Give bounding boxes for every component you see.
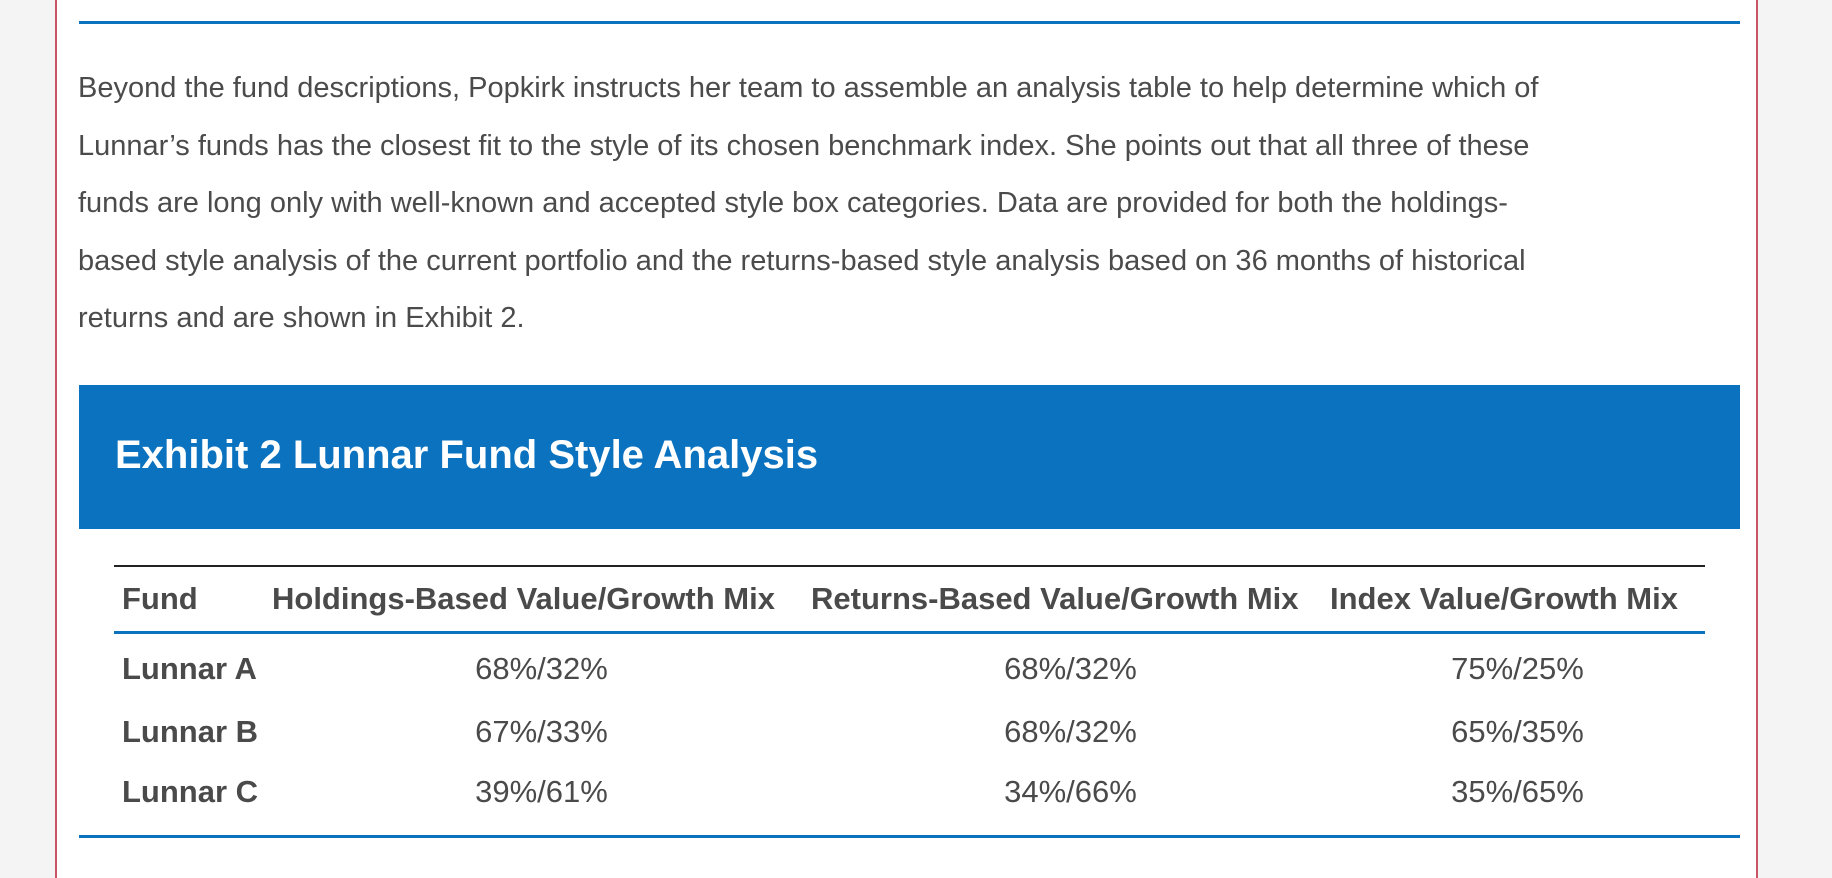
intro-line: based style analysis of the current port… — [78, 244, 1526, 277]
index-mix-cell: 35%/65% — [1451, 774, 1584, 809]
fund-name-cell: Lunnar B — [122, 714, 259, 749]
fund-name-cell: Lunnar A — [122, 651, 257, 686]
intro-line: funds are long only with well-known and … — [78, 187, 1508, 219]
table-row: Lunnar A 68%/32% 68%/32% 75%/25% — [114, 633, 1705, 703]
table-header-row: Fund Holdings-Based Value/Growth Mix Ret… — [114, 566, 1705, 633]
returns-mix-cell: 68%/32% — [1004, 651, 1137, 686]
index-mix-cell: 65%/35% — [1451, 714, 1584, 749]
document-page: Beyond the fund descriptions, Popkirk in… — [55, 0, 1758, 878]
returns-mix-cell: 68%/32% — [1004, 714, 1137, 749]
column-header-fund: Fund — [122, 581, 198, 616]
exhibit-table-container: Fund Holdings-Based Value/Growth Mix Ret… — [114, 565, 1705, 822]
column-header-holdings-based: Holdings-Based Value/Growth Mix — [272, 581, 775, 616]
intro-paragraph: Beyond the fund descriptions, Popkirk in… — [78, 60, 1758, 348]
bottom-divider — [79, 835, 1740, 838]
column-header-index: Index Value/Growth Mix — [1330, 581, 1678, 616]
exhibit-title: Exhibit 2 Lunnar Fund Style Analysis — [115, 433, 819, 477]
intro-line: Lunnar’s funds has the closest fit to th… — [78, 129, 1530, 162]
holdings-mix-cell: 68%/32% — [475, 651, 608, 686]
table-row: Lunnar C 39%/61% 34%/66% 35%/65% — [114, 762, 1705, 822]
holdings-mix-cell: 67%/33% — [475, 714, 608, 749]
top-divider — [79, 21, 1740, 24]
fund-style-table: Fund Holdings-Based Value/Growth Mix Ret… — [114, 565, 1705, 822]
intro-line: Beyond the fund descriptions, Popkirk in… — [78, 72, 1539, 104]
returns-mix-cell: 34%/66% — [1004, 774, 1137, 809]
fund-name-cell: Lunnar C — [122, 774, 259, 809]
table-row: Lunnar B 67%/33% 68%/32% 65%/35% — [114, 702, 1705, 762]
holdings-mix-cell: 39%/61% — [475, 774, 608, 809]
intro-line: returns and are shown in Exhibit 2. — [78, 302, 525, 334]
column-header-returns-based: Returns-Based Value/Growth Mix — [811, 581, 1299, 616]
index-mix-cell: 75%/25% — [1451, 651, 1584, 686]
exhibit-header-banner: Exhibit 2 Lunnar Fund Style Analysis — [79, 385, 1740, 529]
